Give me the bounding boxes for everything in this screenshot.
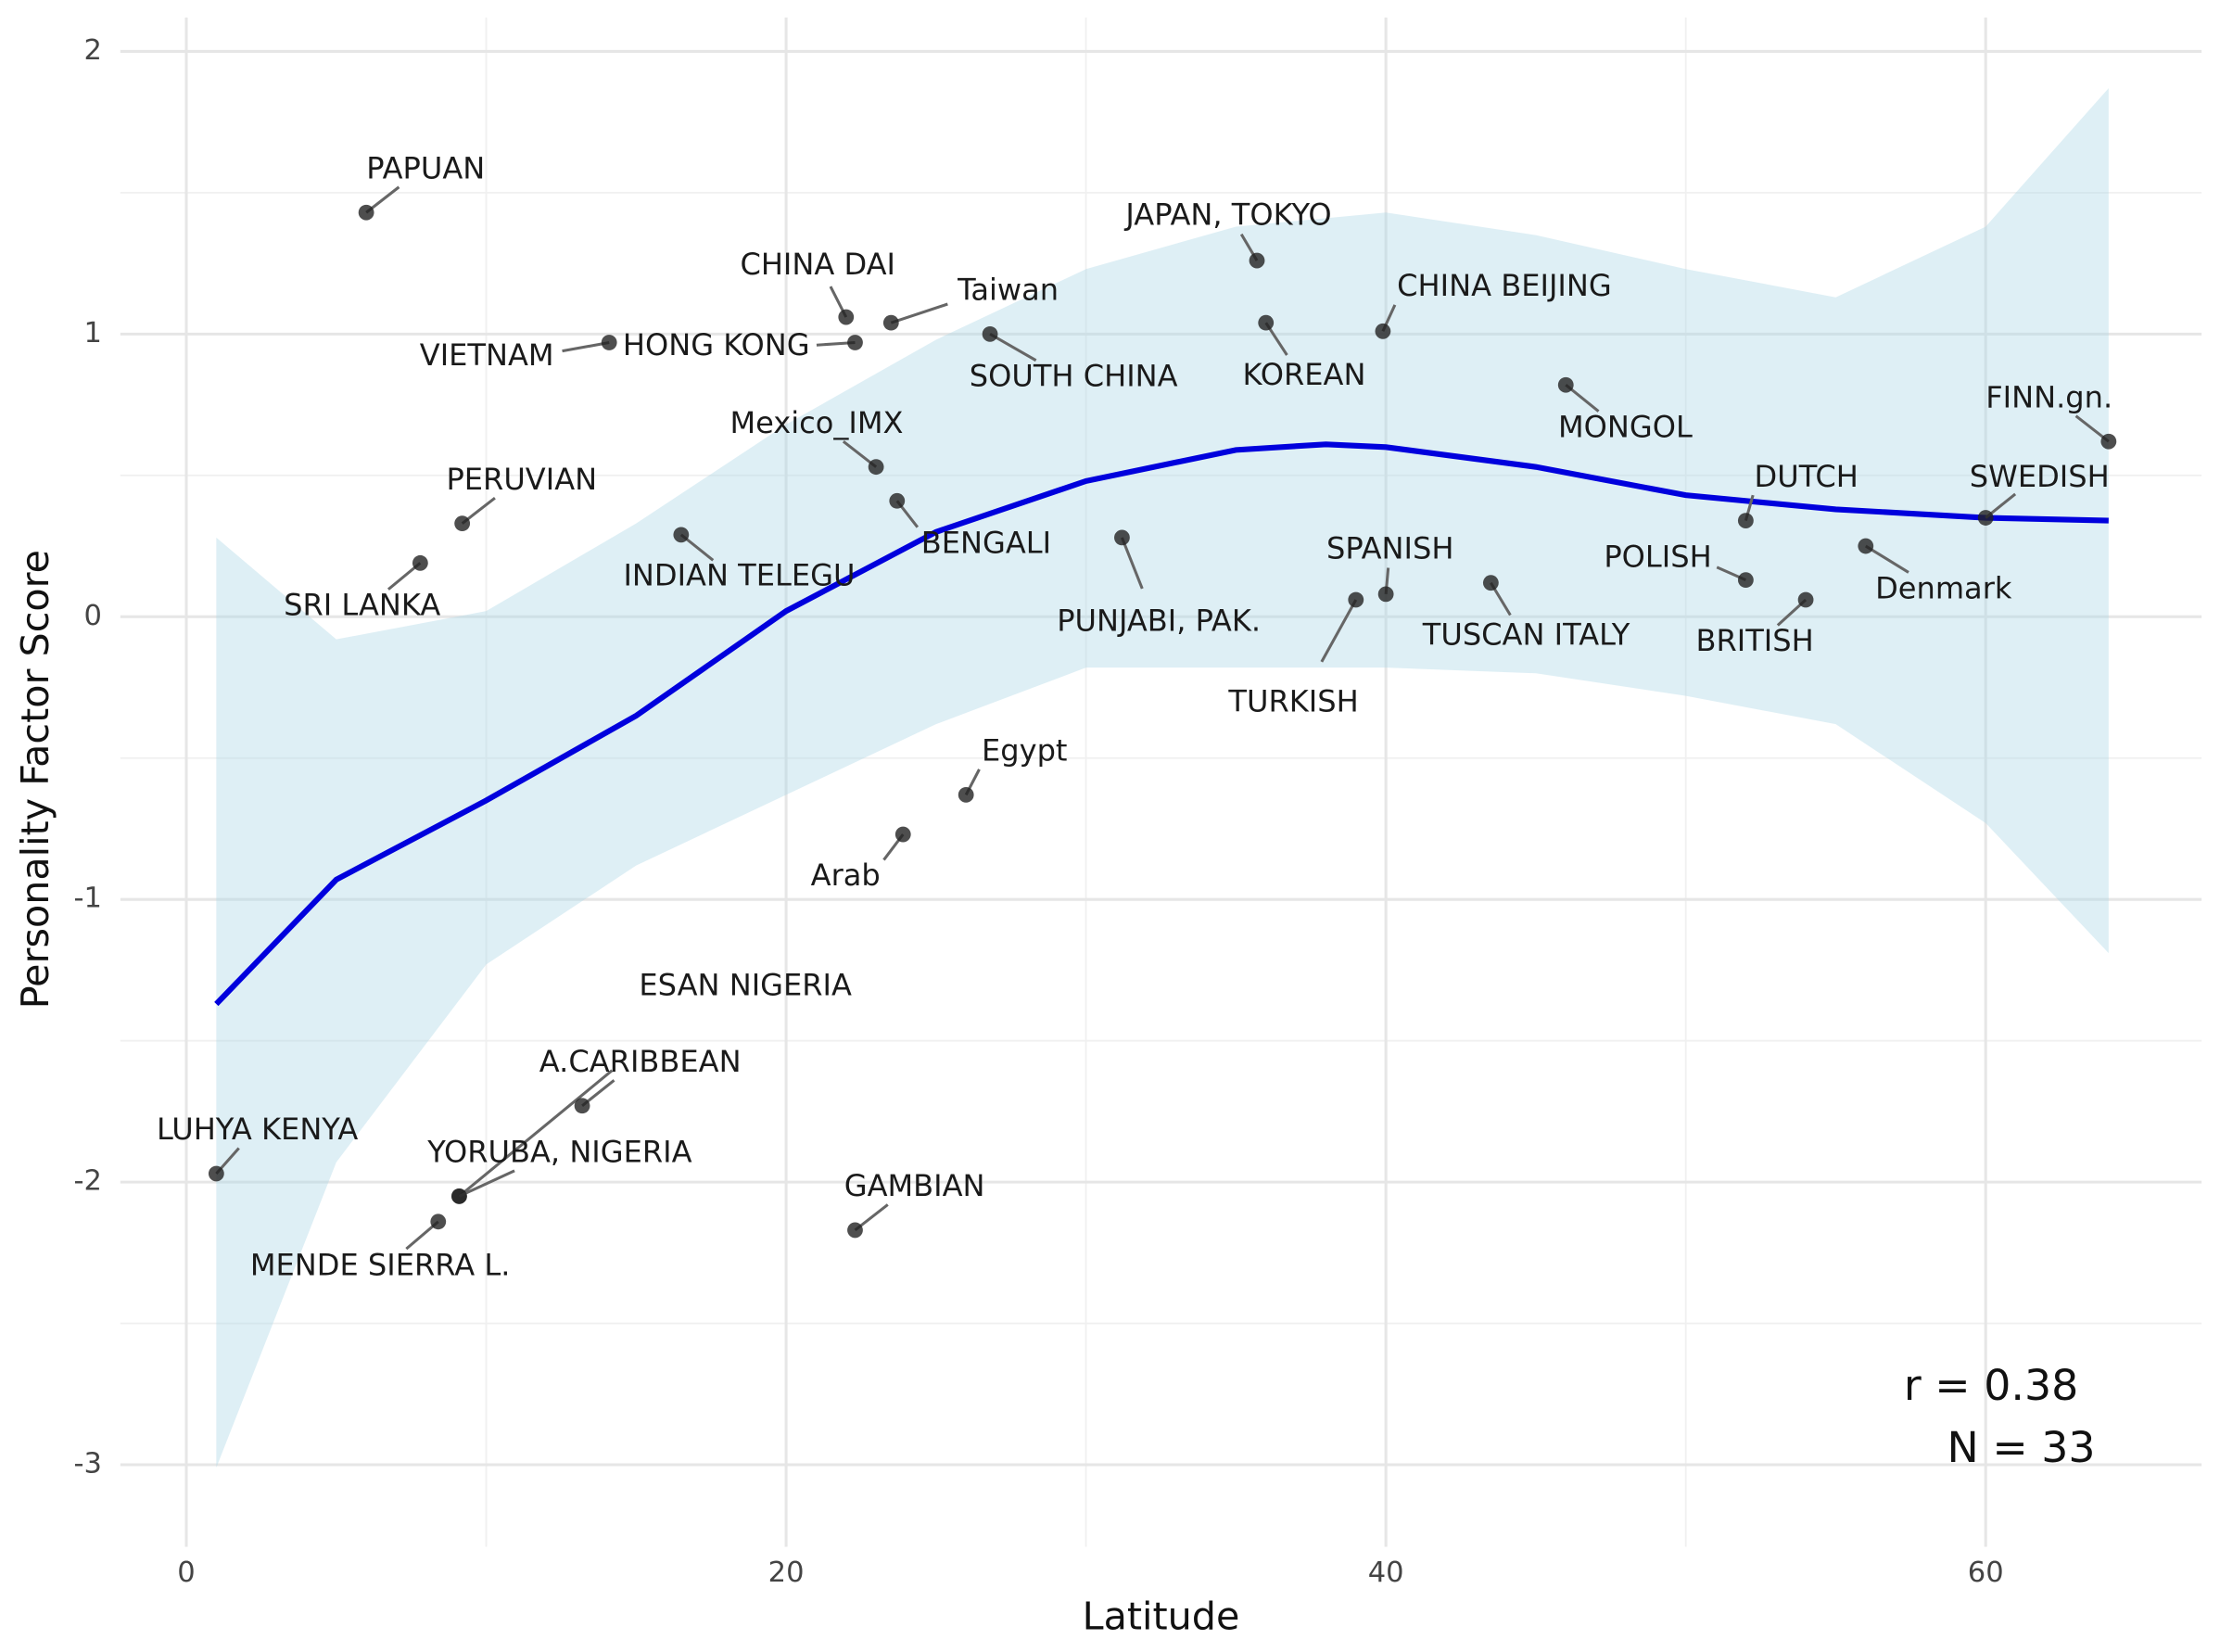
point bbox=[673, 527, 690, 543]
point bbox=[574, 1098, 590, 1114]
point-label: PERUVIAN bbox=[446, 462, 597, 497]
point-label: LUHYA KENYA bbox=[157, 1112, 358, 1147]
point bbox=[1249, 252, 1265, 269]
point-label: TURKISH bbox=[1227, 683, 1358, 718]
annotation: r = 0.38 bbox=[1904, 1360, 2078, 1410]
point bbox=[1797, 591, 1814, 608]
x-tick-label: 20 bbox=[768, 1557, 805, 1589]
point-label: BENGALI bbox=[921, 526, 1051, 561]
confidence-band bbox=[216, 88, 2109, 1468]
point-label: FINN.gn. bbox=[1985, 379, 2112, 414]
y-axis-title: Personality Factor Score bbox=[13, 550, 57, 1009]
point bbox=[882, 314, 899, 331]
y-tick-label: -2 bbox=[74, 1165, 102, 1198]
y-tick-label: 2 bbox=[84, 34, 102, 67]
point bbox=[1348, 591, 1364, 608]
point bbox=[1557, 376, 1574, 393]
point bbox=[868, 459, 884, 476]
point-label: PUNJABI, PAK. bbox=[1057, 604, 1261, 639]
annotation: N = 33 bbox=[1947, 1422, 2096, 1472]
point-label: SPANISH bbox=[1326, 531, 1453, 566]
y-tick-label: 1 bbox=[84, 317, 102, 349]
point-label: ESAN NIGERIA bbox=[639, 967, 852, 1002]
point-label: KOREAN bbox=[1242, 357, 1365, 392]
point bbox=[1258, 314, 1275, 331]
y-tick-label: 0 bbox=[84, 600, 102, 632]
x-axis-title: Latitude bbox=[1083, 1594, 1240, 1638]
leader-line bbox=[458, 1069, 614, 1198]
point-label: Mexico_IMX bbox=[729, 405, 903, 440]
point bbox=[958, 786, 974, 803]
point-label: CHINA BEIJING bbox=[1397, 268, 1612, 303]
point bbox=[1375, 323, 1391, 339]
point-label: GAMBIAN bbox=[844, 1168, 985, 1203]
point-label: Denmark bbox=[1875, 570, 2012, 605]
point bbox=[1858, 538, 1874, 554]
point bbox=[1737, 513, 1754, 528]
point bbox=[847, 1222, 863, 1239]
point-label: SOUTH CHINA bbox=[970, 359, 1178, 394]
point-label: SWEDISH bbox=[1970, 459, 2110, 494]
point-label: JAPAN, TOKYO bbox=[1123, 197, 1331, 233]
point bbox=[838, 309, 855, 325]
point-label: Egypt bbox=[982, 733, 1068, 769]
point-label: BRITISH bbox=[1695, 623, 1813, 658]
y-tick-label: -3 bbox=[74, 1448, 102, 1480]
point-label: CHINA DAI bbox=[740, 247, 895, 282]
point bbox=[430, 1214, 447, 1230]
point-label: HONG KONG bbox=[623, 327, 810, 362]
point bbox=[601, 335, 617, 350]
point-label: TUSCAN ITALY bbox=[1422, 617, 1630, 653]
point bbox=[2100, 433, 2117, 450]
point-label: VIETNAM bbox=[420, 337, 554, 373]
point-label: INDIAN TELEGU bbox=[623, 558, 855, 593]
leader-line bbox=[562, 340, 610, 353]
x-tick-label: 0 bbox=[177, 1557, 195, 1589]
point-label: Taiwan bbox=[957, 273, 1059, 308]
point bbox=[358, 204, 374, 221]
x-tick-label: 60 bbox=[1968, 1557, 2004, 1589]
point bbox=[847, 335, 863, 350]
leader-line bbox=[1121, 537, 1144, 590]
point bbox=[454, 515, 471, 532]
point bbox=[1377, 586, 1394, 603]
leader-line bbox=[890, 302, 948, 324]
point bbox=[451, 1188, 467, 1204]
smooth-line bbox=[214, 441, 2109, 1007]
point bbox=[889, 492, 906, 509]
leader-line bbox=[1864, 544, 1909, 574]
point-label: MENDE SIERRA L. bbox=[250, 1248, 511, 1283]
point-label: Arab bbox=[811, 858, 881, 893]
point bbox=[982, 325, 998, 342]
point-label: SRI LANKA bbox=[284, 588, 440, 623]
point bbox=[412, 554, 428, 571]
leader-line bbox=[1320, 599, 1358, 663]
point-label: YORUBA, NIGERIA bbox=[426, 1135, 691, 1170]
point bbox=[208, 1165, 224, 1182]
x-tick-label: 40 bbox=[1368, 1557, 1404, 1589]
point-label: A.CARIBBEAN bbox=[539, 1044, 742, 1079]
point bbox=[1977, 510, 1994, 526]
point bbox=[1737, 572, 1754, 589]
point-label: DUTCH bbox=[1755, 459, 1858, 494]
y-tick-label: -1 bbox=[74, 883, 102, 915]
point bbox=[1114, 529, 1130, 546]
point-label: POLISH bbox=[1604, 540, 1711, 575]
point-label: MONGOL bbox=[1558, 410, 1693, 445]
leader-line bbox=[458, 1169, 515, 1198]
point-label: PAPUAN bbox=[366, 150, 485, 185]
point bbox=[1482, 575, 1499, 591]
leader-line bbox=[989, 333, 1037, 362]
point bbox=[894, 826, 911, 843]
